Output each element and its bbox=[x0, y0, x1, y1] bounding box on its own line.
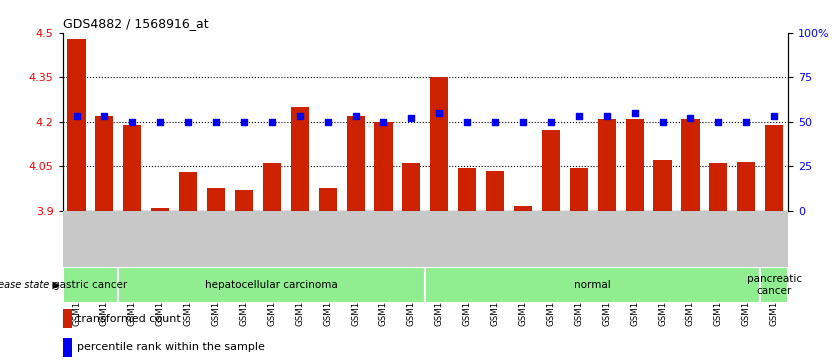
Bar bbox=[179, 172, 197, 211]
Text: normal: normal bbox=[575, 280, 611, 290]
Text: GDS4882 / 1568916_at: GDS4882 / 1568916_at bbox=[63, 17, 208, 30]
Point bbox=[572, 113, 585, 119]
Text: disease state ▶: disease state ▶ bbox=[0, 280, 59, 290]
Bar bbox=[118, 267, 425, 303]
Bar bbox=[570, 168, 588, 211]
Text: hepatocellular carcinoma: hepatocellular carcinoma bbox=[205, 280, 339, 290]
Point bbox=[237, 119, 250, 125]
Point bbox=[460, 119, 474, 125]
Point bbox=[98, 113, 111, 119]
Bar bbox=[123, 125, 142, 211]
Point bbox=[628, 110, 641, 115]
Point bbox=[545, 119, 558, 125]
Bar bbox=[425, 267, 761, 303]
Point bbox=[377, 119, 390, 125]
Bar bbox=[654, 160, 671, 211]
Bar bbox=[68, 38, 86, 211]
Point bbox=[516, 119, 530, 125]
Point bbox=[349, 113, 362, 119]
Point bbox=[684, 115, 697, 121]
Point bbox=[126, 119, 139, 125]
Point bbox=[404, 115, 418, 121]
Bar bbox=[402, 163, 420, 211]
Point bbox=[489, 119, 502, 125]
Bar bbox=[151, 208, 169, 211]
Text: gastric cancer: gastric cancer bbox=[53, 280, 128, 290]
Bar bbox=[291, 107, 309, 211]
Text: transformed count: transformed count bbox=[77, 314, 181, 324]
Bar bbox=[374, 122, 393, 211]
Point bbox=[600, 113, 614, 119]
Point bbox=[711, 119, 725, 125]
Bar bbox=[542, 130, 560, 211]
Point bbox=[265, 119, 279, 125]
Point bbox=[321, 119, 334, 125]
Bar bbox=[765, 125, 783, 211]
Bar bbox=[761, 267, 788, 303]
Point bbox=[182, 119, 195, 125]
Point bbox=[656, 119, 669, 125]
Point bbox=[293, 113, 306, 119]
Bar bbox=[486, 171, 505, 211]
Text: pancreatic
cancer: pancreatic cancer bbox=[746, 274, 801, 296]
Bar bbox=[458, 168, 476, 211]
Bar bbox=[514, 206, 532, 211]
Bar bbox=[63, 338, 72, 357]
Text: percentile rank within the sample: percentile rank within the sample bbox=[77, 342, 265, 352]
Bar bbox=[346, 116, 364, 211]
Bar bbox=[430, 77, 449, 211]
Bar bbox=[598, 119, 615, 211]
Point bbox=[433, 110, 446, 115]
Point bbox=[740, 119, 753, 125]
Bar bbox=[63, 309, 72, 328]
Bar bbox=[235, 190, 253, 211]
Point bbox=[209, 119, 223, 125]
Bar bbox=[737, 162, 756, 211]
Bar bbox=[709, 163, 727, 211]
Bar bbox=[207, 188, 225, 211]
Bar bbox=[95, 116, 113, 211]
Point bbox=[767, 113, 781, 119]
Bar bbox=[319, 188, 337, 211]
Point bbox=[153, 119, 167, 125]
Bar bbox=[63, 267, 118, 303]
Bar bbox=[263, 163, 281, 211]
Point bbox=[70, 113, 83, 119]
Bar bbox=[626, 119, 644, 211]
Bar bbox=[681, 119, 700, 211]
